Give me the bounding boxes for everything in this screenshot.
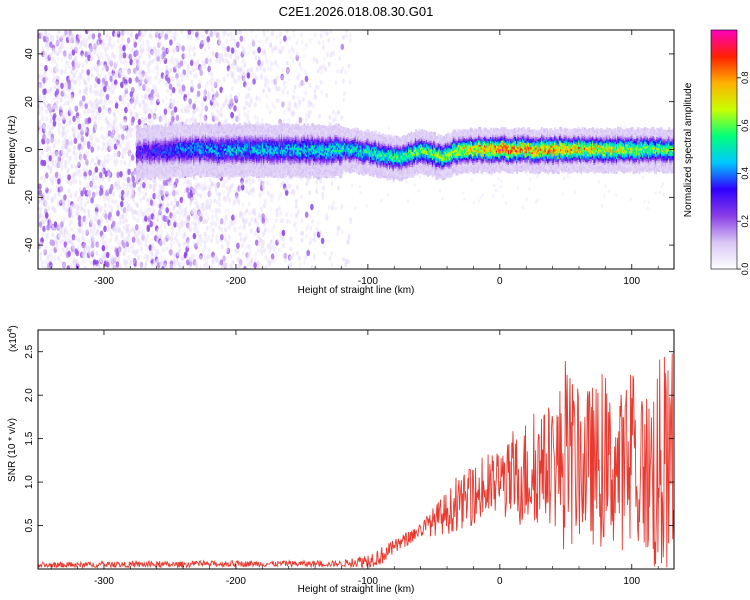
x-tick-label: 0: [497, 276, 503, 287]
x-tick-label: -100: [358, 276, 378, 287]
y-tick-label: 0: [24, 146, 35, 152]
y-scale-exponent: 4: [7, 329, 14, 333]
chart-title: C2E1.2026.018.08.30.G01: [279, 4, 434, 19]
y-scale-suffix: ): [8, 325, 19, 328]
colorbar: 0.0 0.2 0.4 0.6 0.8 Normalized spectral ampl…: [683, 29, 750, 276]
spectrogram-data: [38, 30, 674, 269]
y-tick-label: 40: [24, 48, 35, 60]
snr-plot-frame: [37, 329, 675, 570]
x-tick-label: -200: [226, 276, 246, 287]
colorbar-axis: 0.0 0.2 0.4 0.6 0.8: [737, 72, 750, 276]
snr-plot: -300 -200 -100 0 100 0.5 1.0 1.5 2.0 2.5: [24, 329, 675, 587]
snr-y-scale-label: (x104): [7, 325, 19, 352]
x-tick-label: -300: [94, 576, 114, 587]
x-tick-label: -300: [94, 276, 114, 287]
colorbar-gradient: [710, 29, 738, 270]
spectrogram-x-axis-label: Height of straight line (km): [298, 285, 415, 296]
y-scale-prefix: (x10: [8, 332, 19, 352]
y-tick-label: 0.5: [24, 518, 35, 532]
x-tick-label: -100: [358, 576, 378, 587]
snr-series-line: [38, 353, 674, 569]
colorbar-tick-label: 0.8: [740, 72, 750, 85]
colorbar-tick-label: 0.6: [740, 119, 750, 132]
x-tick-label: 0: [497, 576, 503, 587]
spectrogram-y-axis-label: Frequency (Hz): [7, 116, 18, 185]
y-tick-label: 1.0: [24, 475, 35, 489]
snr-y-axis-label: SNR (10 * v/v): [7, 418, 18, 482]
snr-x-axis-label: Height of straight line (km): [298, 584, 415, 595]
y-tick-label: 2.0: [24, 388, 35, 402]
snr-x-axis: -300 -200 -100 0 100: [50, 330, 659, 587]
colorbar-label: Normalized spectral amplitude: [683, 82, 694, 217]
colorbar-tick-label: 0.4: [740, 167, 750, 180]
snr-y-axis: 0.5 1.0 1.5 2.0 2.5: [24, 344, 674, 532]
colorbar-tick-label: 0.0: [740, 263, 750, 276]
spectrogram-y-axis: -40 -20 0 20 40: [24, 48, 674, 252]
y-tick-label: 20: [24, 96, 35, 108]
y-tick-label: 1.5: [24, 431, 35, 445]
y-tick-label: 2.5: [24, 344, 35, 358]
x-tick-label: -200: [226, 576, 246, 587]
y-tick-label: -20: [24, 190, 35, 205]
colorbar-tick-label: 0.2: [740, 215, 750, 228]
x-tick-label: 100: [623, 276, 640, 287]
spectrogram-x-axis: -300 -200 -100 0 100: [50, 30, 659, 287]
x-tick-label: 100: [623, 576, 640, 587]
y-tick-label: -40: [24, 237, 35, 252]
